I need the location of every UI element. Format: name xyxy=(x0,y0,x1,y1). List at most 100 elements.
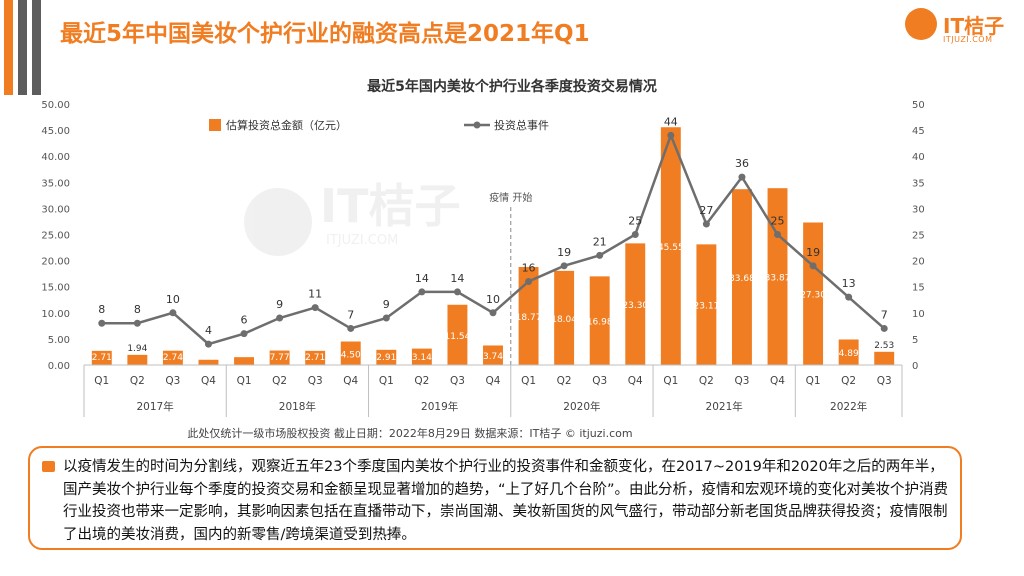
line-data-label: 10 xyxy=(486,293,500,306)
line-point xyxy=(525,277,533,285)
x-tick-label: Q2 xyxy=(841,375,856,387)
bar-data-label: 45.55 xyxy=(658,243,684,253)
line-point xyxy=(631,231,639,238)
x-tick-label: Q1 xyxy=(379,375,394,387)
y-right-tick-label: 10 xyxy=(912,309,925,320)
bar-data-label: 33.68 xyxy=(729,274,755,284)
y-left-tick-label: 20.00 xyxy=(41,257,70,268)
x-tick-label: Q4 xyxy=(628,375,643,387)
line-point xyxy=(382,314,390,322)
bar xyxy=(91,350,112,365)
x-tick-label: Q1 xyxy=(806,375,821,387)
bar xyxy=(731,189,752,365)
bar xyxy=(625,243,646,365)
year-label: 2018年 xyxy=(279,400,316,413)
bar-data-label: 3.74 xyxy=(483,352,503,362)
legend-bar-swatch xyxy=(209,119,221,131)
line-data-label: 36 xyxy=(735,157,749,170)
decor-bar-gray xyxy=(32,0,41,95)
line-point xyxy=(596,251,604,259)
y-right-tick-label: 5 xyxy=(912,335,918,346)
chart-title: 最近5年国内美妆个护行业各季度投资交易情况 xyxy=(367,79,657,95)
line-data-label: 7 xyxy=(881,308,888,321)
bar-data-label: 2.91 xyxy=(376,353,396,363)
line-data-label: 8 xyxy=(134,303,141,316)
y-right-tick-label: 25 xyxy=(912,231,925,242)
y-left-tick-label: 5.00 xyxy=(48,335,70,346)
x-tick-label: Q2 xyxy=(699,375,714,387)
line-data-label: 7 xyxy=(347,308,354,321)
bar xyxy=(838,339,859,365)
bar-data-label: 4.89 xyxy=(839,349,859,359)
y-left-tick-label: 10.00 xyxy=(41,309,70,320)
bar xyxy=(447,304,468,365)
line-point xyxy=(347,324,355,332)
line-data-label: 13 xyxy=(842,277,856,290)
bar xyxy=(162,350,183,365)
bar-data-label: 2.71 xyxy=(305,353,325,363)
bar xyxy=(376,349,397,365)
x-tick-label: Q3 xyxy=(592,375,607,387)
bar-data-label: 18.77 xyxy=(516,313,542,323)
x-tick-label: Q3 xyxy=(450,375,465,387)
x-tick-label: Q2 xyxy=(272,375,287,387)
y-right-tick-label: 35 xyxy=(912,178,925,189)
summary-box: 以疫情发生的时间为分割线，观察近五年23个季度国内美妆个护行业的投资事件和金额变… xyxy=(28,446,962,550)
year-label: 2019年 xyxy=(421,400,458,413)
bar-data-label: 11.54 xyxy=(445,332,471,342)
y-right-tick-label: 0 xyxy=(912,361,918,372)
y-left-tick-label: 25.00 xyxy=(41,231,70,242)
summary-text: 以疫情发生的时间为分割线，观察近五年23个季度国内美妆个护行业的投资事件和金额变… xyxy=(63,459,949,543)
y-left-tick-label: 35.00 xyxy=(41,178,70,189)
bar-data-label: 18.04 xyxy=(551,315,577,325)
watermark-subtext: ITJUZI.COM xyxy=(326,233,398,248)
line-data-label: 19 xyxy=(557,246,571,259)
y-left-tick-label: 50.00 xyxy=(41,100,70,111)
bar-data-label: 23.30 xyxy=(622,301,648,311)
x-tick-label: Q2 xyxy=(130,375,145,387)
year-label: 2022年 xyxy=(830,400,867,413)
legend-bar-label: 估算投资总金额（亿元） xyxy=(226,118,347,132)
x-tick-label: Q1 xyxy=(663,375,678,387)
line-data-label: 14 xyxy=(450,272,464,285)
x-tick-label: Q4 xyxy=(770,375,785,387)
bar xyxy=(803,222,824,365)
line-point xyxy=(276,314,284,322)
bar xyxy=(340,341,361,365)
line-point xyxy=(453,288,461,296)
line-point xyxy=(240,330,248,338)
x-tick-label: Q1 xyxy=(521,375,536,387)
x-tick-label: Q1 xyxy=(237,375,252,387)
watermark-logo-icon xyxy=(244,188,312,256)
line-point xyxy=(845,293,853,301)
line-data-label: 21 xyxy=(593,235,607,248)
bar xyxy=(518,267,539,365)
line-data-label: 27 xyxy=(699,204,713,217)
year-label: 2020年 xyxy=(563,400,600,413)
legend-line-label: 投资总事件 xyxy=(494,118,549,132)
bar-data-label: 2.53 xyxy=(874,341,894,351)
line-point xyxy=(133,319,141,327)
brand-logo: IT桔子 ITJUZI.COM xyxy=(905,8,1017,48)
bar xyxy=(269,350,290,365)
bar xyxy=(127,354,148,365)
x-tick-label: Q1 xyxy=(94,375,109,387)
bar-data-label: 1.94 xyxy=(127,344,147,354)
line-point xyxy=(560,262,568,270)
line-point xyxy=(667,131,675,139)
bar xyxy=(198,359,219,365)
line-point xyxy=(774,231,782,238)
x-tick-label: Q4 xyxy=(343,375,358,387)
bar xyxy=(554,270,575,365)
line-point xyxy=(809,262,817,270)
orange-slice-icon xyxy=(905,8,937,40)
bar xyxy=(234,357,255,365)
line-data-label: 44 xyxy=(664,115,678,128)
year-label: 2021年 xyxy=(706,400,743,413)
line-point xyxy=(98,319,106,327)
bar-data-label: 4.50 xyxy=(341,350,361,360)
bar xyxy=(589,276,610,365)
line-data-label: 4 xyxy=(205,324,212,337)
bar-data-label: 33.87 xyxy=(765,274,791,284)
line-point xyxy=(738,173,746,181)
